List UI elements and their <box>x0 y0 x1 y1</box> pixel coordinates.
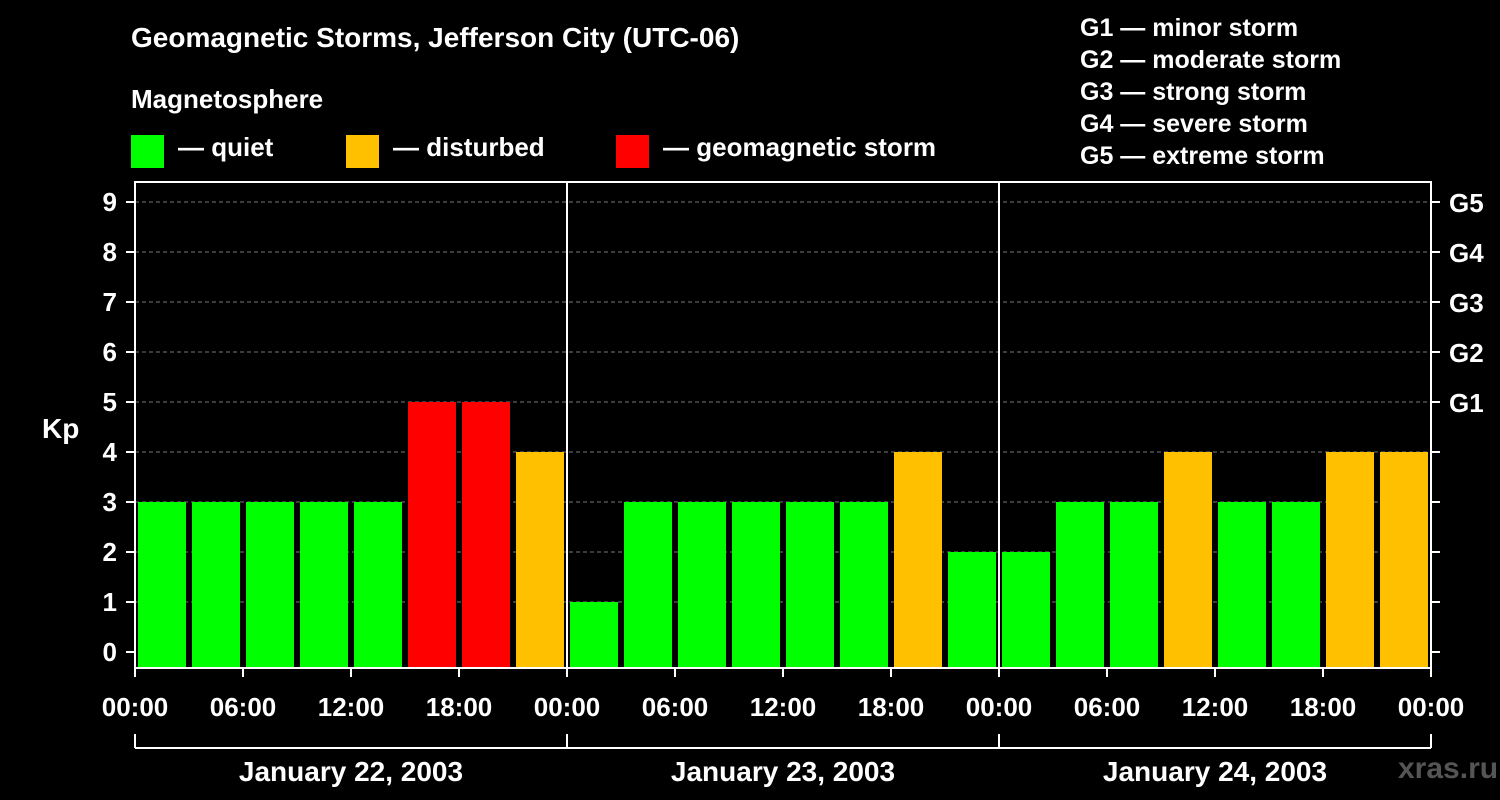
storm-level-g4: G4 — severe storm <box>1080 110 1308 138</box>
chart-subtitle: Magnetosphere <box>131 84 324 114</box>
storm-level-g2: G2 — moderate storm <box>1080 46 1342 74</box>
kp-bar <box>1056 502 1104 668</box>
kp-bar <box>1326 452 1374 668</box>
day-label: January 23, 2003 <box>671 756 895 787</box>
storm-level-list: G1 — minor storm G2 — moderate storm G3 … <box>1080 12 1341 172</box>
storm-level-g5: G5 — extreme storm <box>1080 142 1325 170</box>
kp-bar <box>1002 552 1050 668</box>
kp-bar <box>1110 502 1158 668</box>
g-scale-label: G4 <box>1449 238 1484 268</box>
g-scale-label: G5 <box>1449 188 1484 218</box>
kp-bar <box>462 402 510 668</box>
g-scale-label: G2 <box>1449 338 1484 368</box>
kp-bar <box>786 502 834 668</box>
x-tick-label: 06:00 <box>1074 692 1141 722</box>
y-tick-label: 6 <box>103 337 117 367</box>
kp-bar <box>1272 502 1320 668</box>
y-tick-label: 4 <box>103 437 118 467</box>
kp-bar <box>300 502 348 668</box>
y-tick-label: 8 <box>103 237 117 267</box>
y-tick-label: 5 <box>103 387 117 417</box>
legend-swatch-storm <box>616 135 649 168</box>
y-tick-label: 1 <box>103 587 117 617</box>
legend-label-storm: — geomagnetic storm <box>663 132 937 162</box>
kp-bar <box>840 502 888 668</box>
x-tick-label: 00:00 <box>1398 692 1465 722</box>
kp-bar <box>948 552 996 668</box>
legend-swatch-disturbed <box>346 135 379 168</box>
day-label: January 24, 2003 <box>1103 756 1327 787</box>
kp-bar <box>678 502 726 668</box>
day-label: January 22, 2003 <box>239 756 463 787</box>
kp-bar <box>570 602 618 668</box>
y-axis-label: Kp <box>42 413 79 444</box>
y-tick-label: 7 <box>103 287 117 317</box>
y-tick-label: 3 <box>103 487 117 517</box>
kp-bar <box>516 452 564 668</box>
kp-bar <box>246 502 294 668</box>
legend-swatch-quiet <box>131 135 164 168</box>
kp-bar <box>1164 452 1212 668</box>
kp-bar <box>192 502 240 668</box>
x-tick-label: 12:00 <box>318 692 385 722</box>
legend-label-quiet: — quiet <box>178 132 274 162</box>
kp-bar <box>894 452 942 668</box>
x-tick-label: 18:00 <box>858 692 925 722</box>
x-tick-label: 00:00 <box>966 692 1033 722</box>
y-tick-label: 0 <box>103 637 117 667</box>
storm-level-g1: G1 — minor storm <box>1080 14 1299 42</box>
legend-label-disturbed: — disturbed <box>393 132 545 162</box>
kp-bar <box>354 502 402 668</box>
kp-bar <box>1380 452 1428 668</box>
x-tick-label: 00:00 <box>534 692 601 722</box>
kp-bar <box>732 502 780 668</box>
g-scale-label: G1 <box>1449 388 1484 418</box>
x-tick-label: 18:00 <box>1290 692 1357 722</box>
kp-bar <box>138 502 186 668</box>
y-tick-label: 2 <box>103 537 117 567</box>
x-tick-label: 00:00 <box>102 692 169 722</box>
kp-bar <box>408 402 456 668</box>
x-tick-label: 18:00 <box>426 692 493 722</box>
kp-bar <box>1218 502 1266 668</box>
x-tick-label: 12:00 <box>750 692 817 722</box>
x-tick-label: 06:00 <box>642 692 709 722</box>
chart-title: Geomagnetic Storms, Jefferson City (UTC-… <box>131 22 740 53</box>
storm-level-g3: G3 — strong storm <box>1080 78 1307 106</box>
g-scale-label: G3 <box>1449 288 1484 318</box>
watermark: xras.ru <box>1398 752 1499 785</box>
x-tick-label: 12:00 <box>1182 692 1249 722</box>
y-tick-label: 9 <box>103 187 117 217</box>
x-tick-label: 06:00 <box>210 692 277 722</box>
kp-bar <box>624 502 672 668</box>
